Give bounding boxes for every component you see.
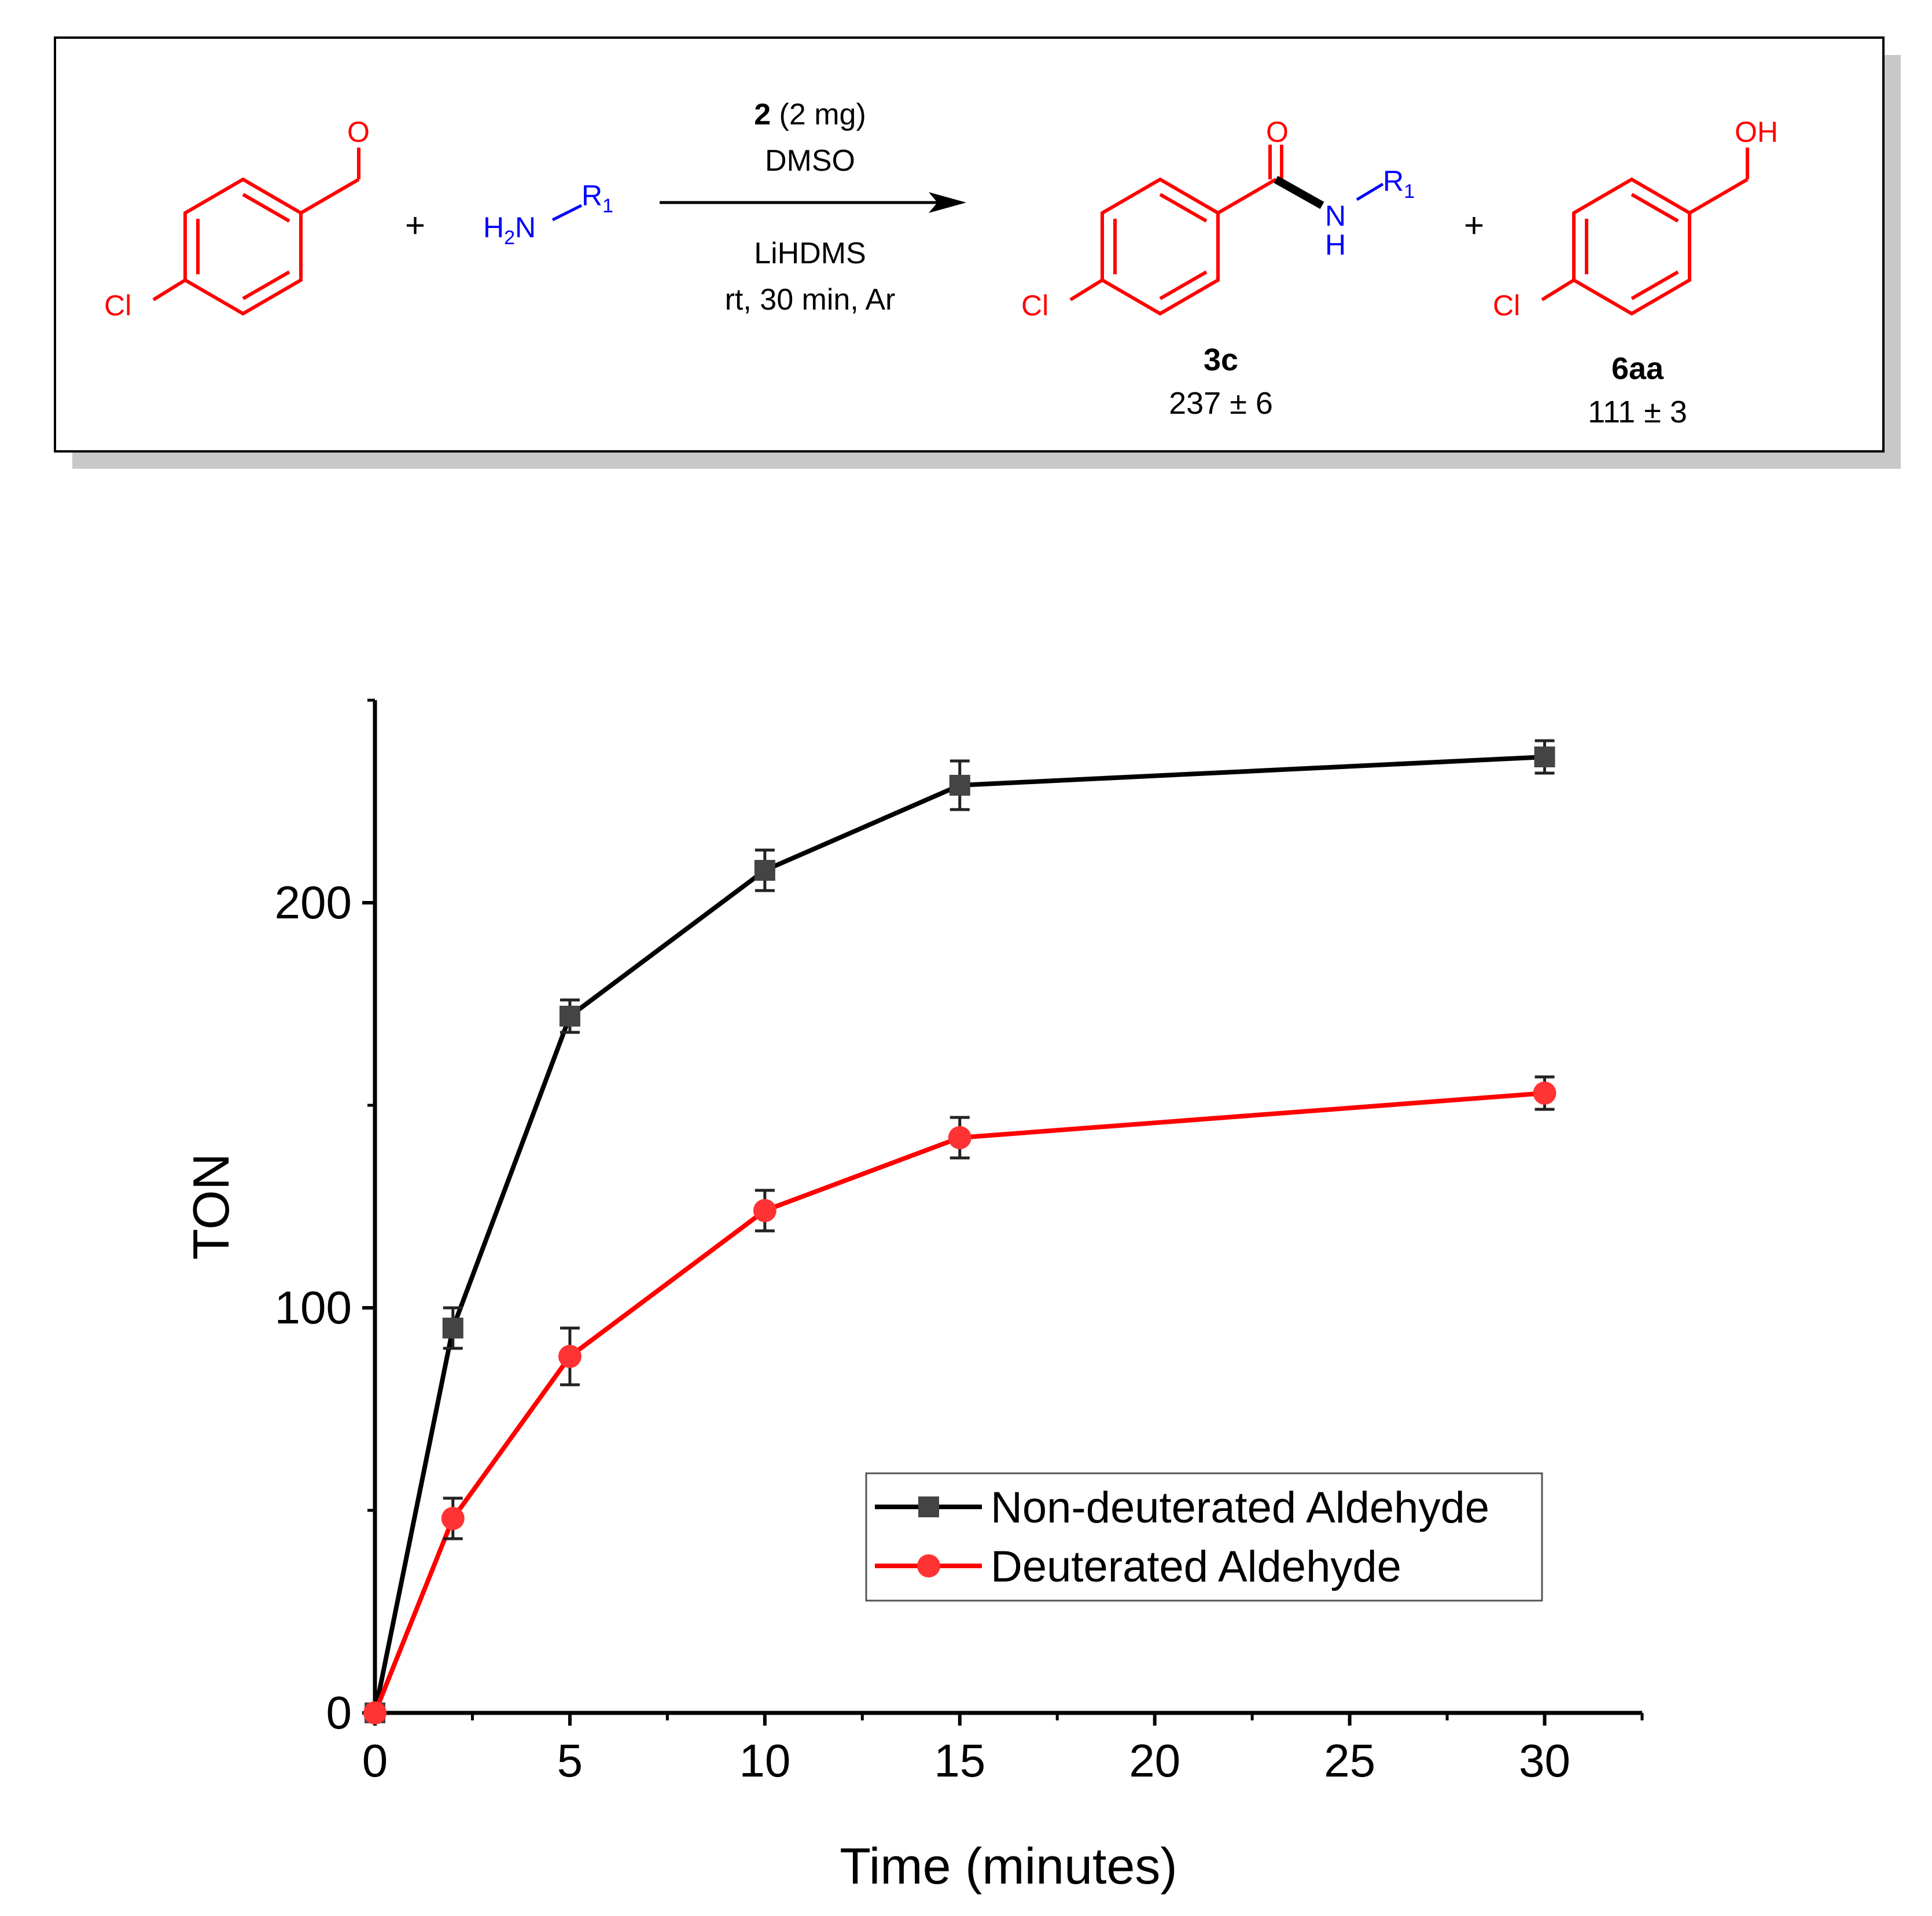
reaction-scheme: O Cl + H2N R1 2 (2 mg) DMSO LiHDMS rt, 3… (54, 36, 1901, 469)
data-point-square (559, 1006, 580, 1027)
x-tick-label: 30 (1519, 1735, 1570, 1786)
product-alcohol (1541, 148, 1749, 316)
x-tick-label: 15 (934, 1735, 985, 1786)
scheme-box-frame (54, 36, 1885, 453)
legend-marker-square (918, 1496, 939, 1517)
legend-frame (865, 1472, 1543, 1602)
legend-label: Deuterated Aldehyde (991, 1542, 1401, 1591)
product-3c-value: 237 ± 6 (1169, 386, 1273, 421)
svg-text:H2N: H2N (483, 211, 536, 249)
legend-item: Deuterated Aldehyde (875, 1542, 1401, 1591)
data-point-circle (558, 1345, 582, 1368)
y-axis-label: TON (182, 1153, 240, 1260)
product-6aa-label: 6aa (1611, 351, 1664, 386)
alcohol-chlorine-label: Cl (1493, 289, 1520, 322)
data-point-square (949, 775, 970, 796)
condition-solvent: DMSO (765, 144, 855, 178)
series-2 (363, 1075, 1556, 1724)
plus-sign-2: + (1464, 206, 1484, 245)
reactant-chlorine-label: Cl (104, 289, 131, 322)
amine-reagent: H2N R1 (483, 179, 613, 249)
product-3c-label: 3c (1204, 343, 1238, 377)
product-6aa-value: 111 ± 3 (1588, 395, 1687, 429)
condition-base: LiHDMS (754, 237, 866, 270)
product-amide (1069, 145, 1283, 316)
series-line (373, 755, 1545, 1713)
data-point-square (1534, 746, 1555, 767)
amide-oxygen-label: O (1266, 116, 1289, 148)
data-point-circle (948, 1126, 971, 1149)
amide-r-label: R1 (1383, 165, 1415, 203)
chart-legend: Non-deuterated Aldehyde Deuterated Aldehy… (865, 1472, 1543, 1602)
amide-n-r-bond (1356, 182, 1384, 201)
data-point-circle (441, 1507, 465, 1530)
legend-marker-circle (917, 1554, 940, 1577)
alcohol-oh-label: OH (1735, 116, 1778, 148)
data-point-square (442, 1318, 463, 1338)
ton-time-chart: 0 5 10 15 20 25 30 0 100 200 Time (minutes) TON N… (182, 698, 1644, 1895)
data-point-square (754, 860, 775, 881)
data-point-circle (363, 1701, 387, 1724)
chart-series (363, 739, 1556, 1724)
x-tick-label: 5 (557, 1735, 583, 1786)
x-tick-label: 10 (739, 1735, 790, 1786)
data-point-circle (1533, 1082, 1556, 1105)
legend-label: Non-deuterated Aldehyde (991, 1483, 1489, 1532)
amide-n-label: N (1325, 200, 1346, 232)
y-tick-label: 100 (275, 1282, 352, 1333)
x-tick-label: 20 (1129, 1735, 1180, 1786)
x-axis-label: Time (minutes) (840, 1837, 1177, 1895)
reactant-oxygen-label: O (347, 116, 370, 148)
reaction-arrow (660, 192, 966, 213)
legend-item: Non-deuterated Aldehyde (875, 1483, 1489, 1532)
data-point-circle (753, 1199, 777, 1222)
chart-axes (373, 700, 1642, 1715)
x-tick-label: 25 (1324, 1735, 1375, 1786)
plus-sign-1: + (405, 206, 425, 245)
svg-text:R1: R1 (582, 179, 613, 217)
amide-chlorine-label: Cl (1021, 289, 1048, 322)
reactant-aldehyde (152, 148, 360, 316)
condition-details: rt, 30 min, Ar (725, 283, 896, 317)
y-tick-label: 0 (326, 1687, 352, 1738)
amide-bond (1274, 175, 1324, 209)
condition-catalyst: 2 (2 mg) (754, 98, 866, 131)
amide-h-label: H (1325, 229, 1346, 261)
y-tick-label: 200 (275, 877, 352, 928)
x-tick-label: 0 (362, 1735, 388, 1786)
chart-ticks: 0 5 10 15 20 25 30 0 100 200 (275, 698, 1644, 1786)
series-line (373, 1091, 1545, 1714)
